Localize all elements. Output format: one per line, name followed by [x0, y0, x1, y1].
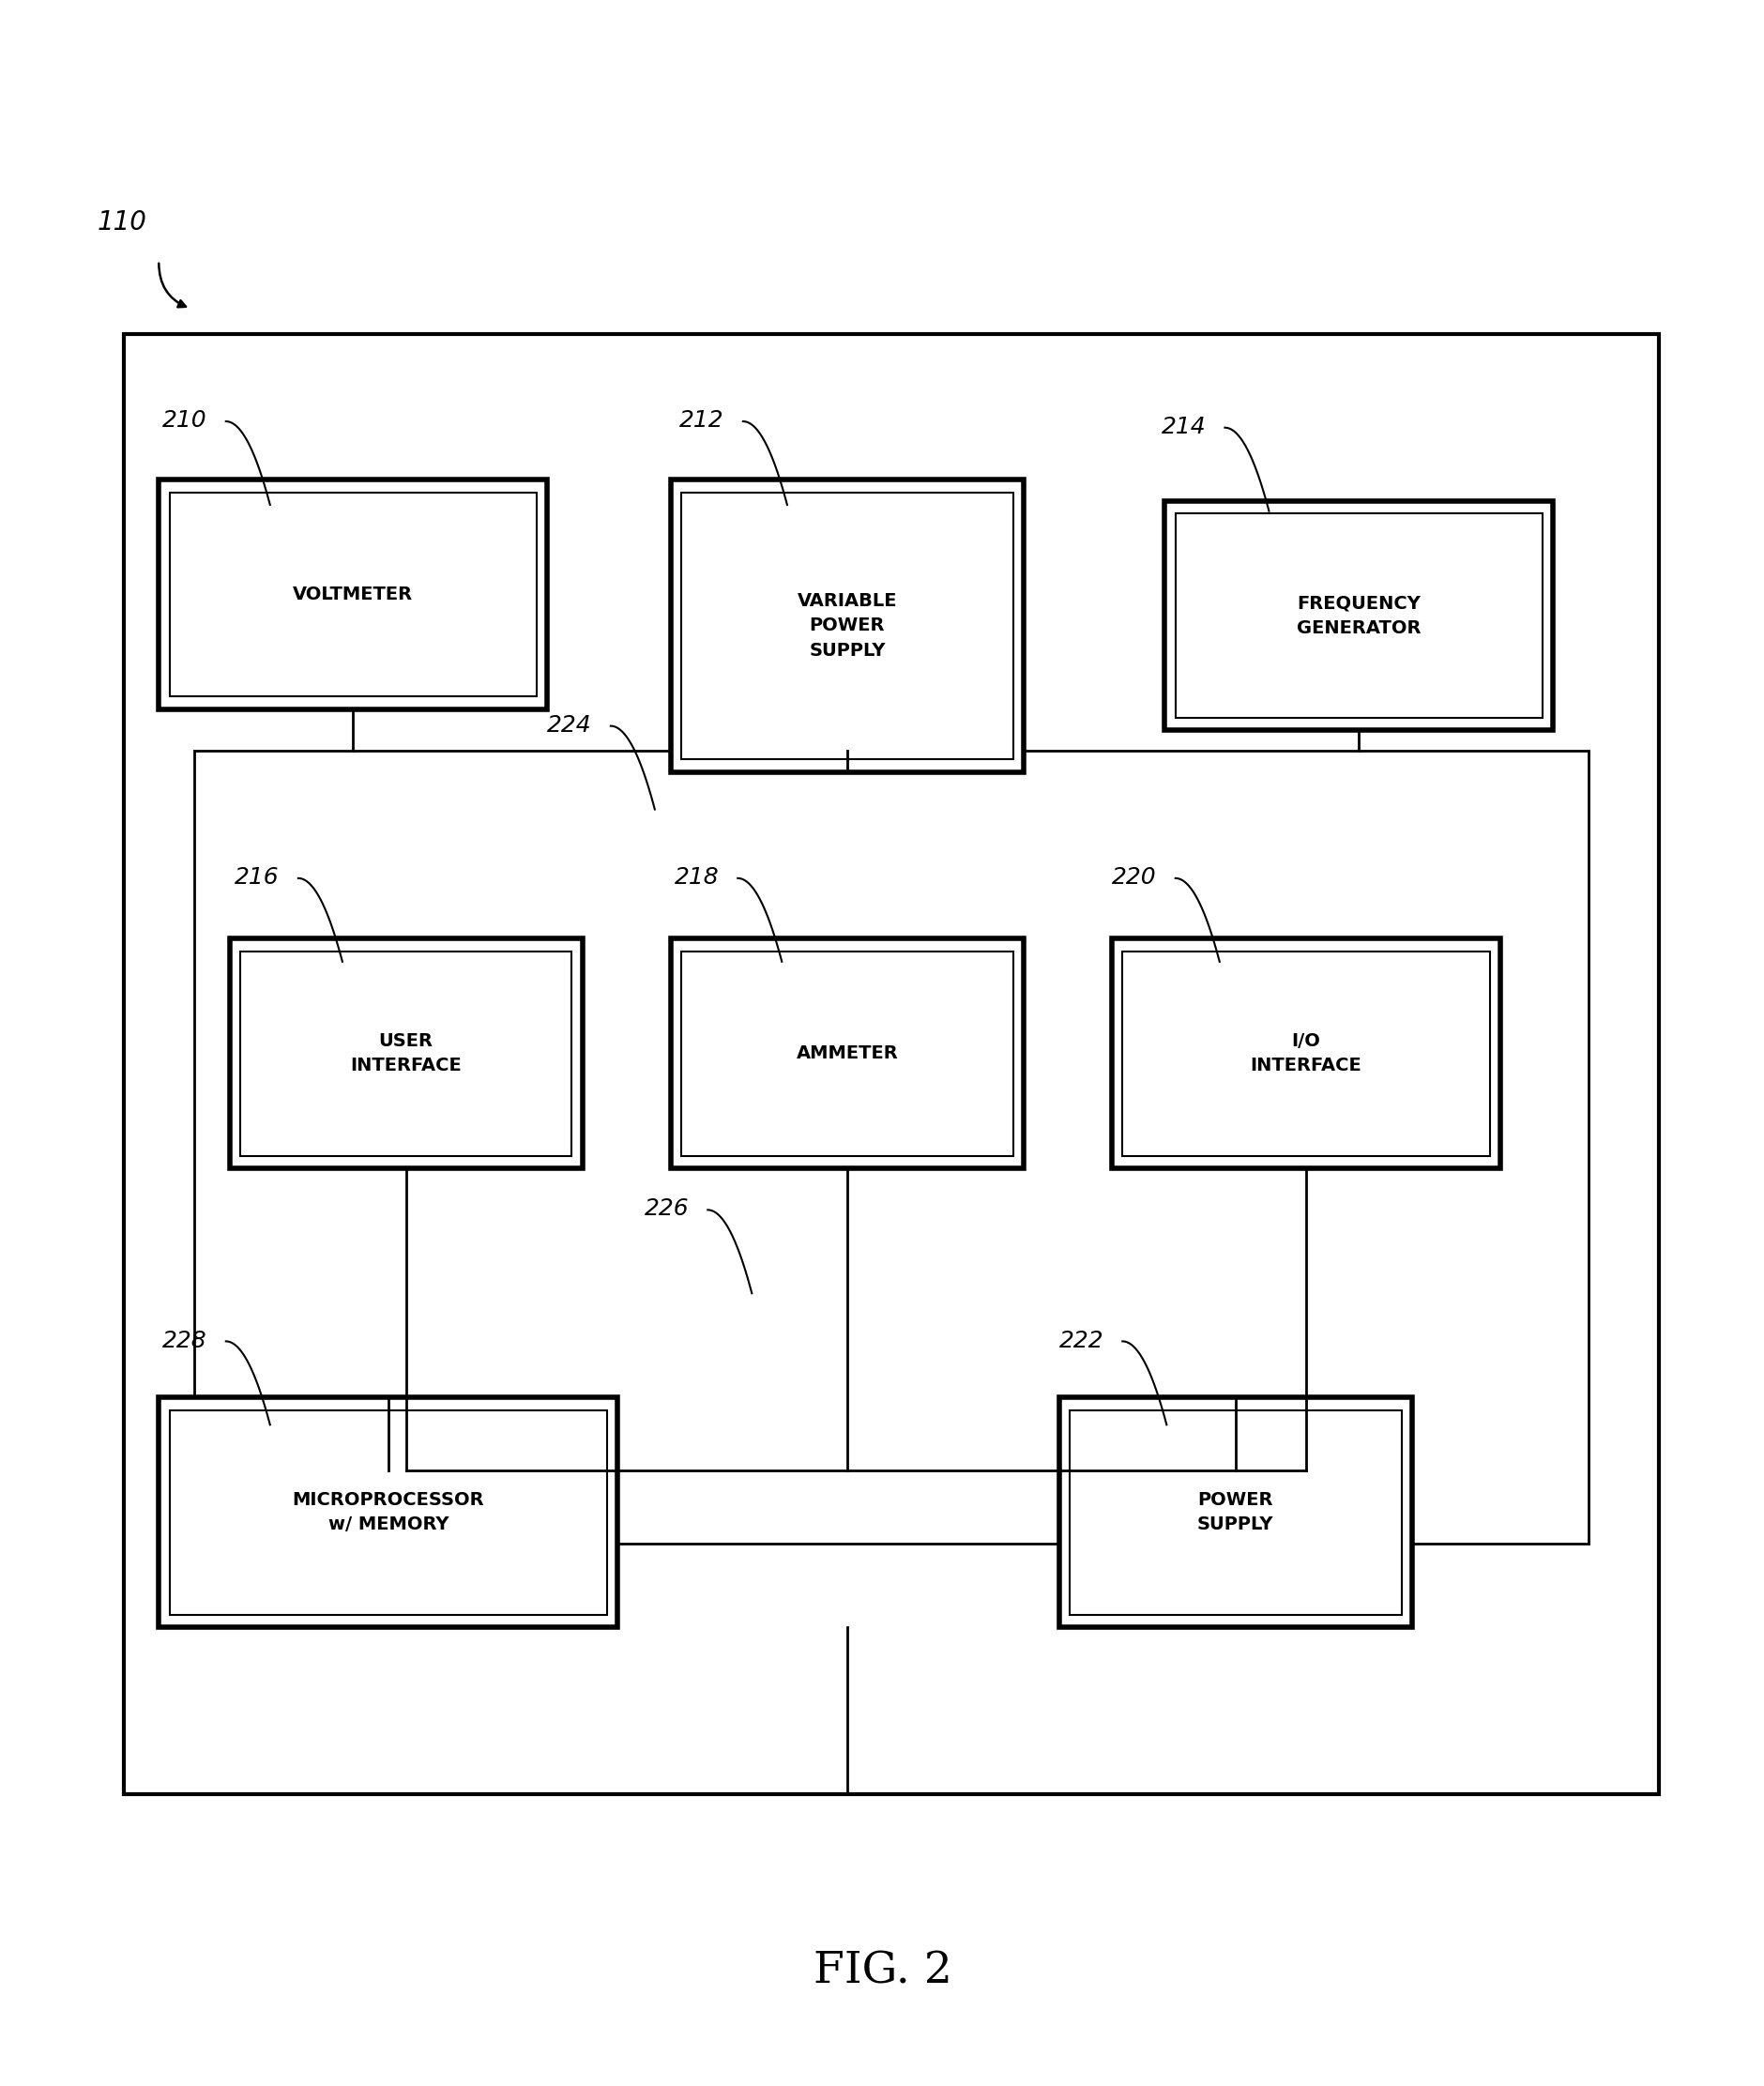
Bar	[123, 334, 1658, 1794]
Bar	[681, 492, 1013, 759]
Bar	[159, 480, 547, 709]
Bar	[1164, 501, 1552, 730]
Text: 210: 210	[162, 409, 206, 432]
Text: 218: 218	[674, 866, 718, 889]
Text: POWER
SUPPLY: POWER SUPPLY	[1196, 1491, 1274, 1533]
Text: AMMETER: AMMETER	[796, 1045, 898, 1062]
Text: 224: 224	[547, 713, 591, 736]
Bar	[1058, 1398, 1411, 1627]
Bar	[1122, 951, 1489, 1156]
Text: 214: 214	[1161, 415, 1205, 438]
Bar	[194, 751, 1588, 1544]
Bar	[1175, 513, 1542, 718]
Text: VARIABLE
POWER
SUPPLY: VARIABLE POWER SUPPLY	[797, 592, 896, 659]
Bar	[169, 492, 536, 697]
Bar	[229, 939, 582, 1168]
Text: 222: 222	[1058, 1329, 1102, 1352]
Bar	[1069, 1410, 1401, 1615]
Text: 226: 226	[644, 1197, 688, 1220]
Text: 110: 110	[97, 209, 146, 236]
Text: 228: 228	[162, 1329, 206, 1352]
Bar	[681, 951, 1013, 1156]
Text: 216: 216	[235, 866, 279, 889]
Bar	[1111, 939, 1499, 1168]
Text: FREQUENCY
GENERATOR: FREQUENCY GENERATOR	[1297, 595, 1420, 636]
Text: I/O
INTERFACE: I/O INTERFACE	[1249, 1033, 1362, 1074]
Text: USER
INTERFACE: USER INTERFACE	[349, 1033, 462, 1074]
Bar	[670, 480, 1023, 772]
Bar	[240, 951, 572, 1156]
Bar	[169, 1410, 607, 1615]
Text: FIG. 2: FIG. 2	[813, 1950, 951, 1992]
Text: MICROPROCESSOR
w/ MEMORY: MICROPROCESSOR w/ MEMORY	[293, 1491, 483, 1533]
Text: 220: 220	[1111, 866, 1155, 889]
Text: 212: 212	[679, 409, 723, 432]
Text: VOLTMETER: VOLTMETER	[293, 586, 413, 603]
Bar	[670, 939, 1023, 1168]
Bar	[159, 1398, 617, 1627]
